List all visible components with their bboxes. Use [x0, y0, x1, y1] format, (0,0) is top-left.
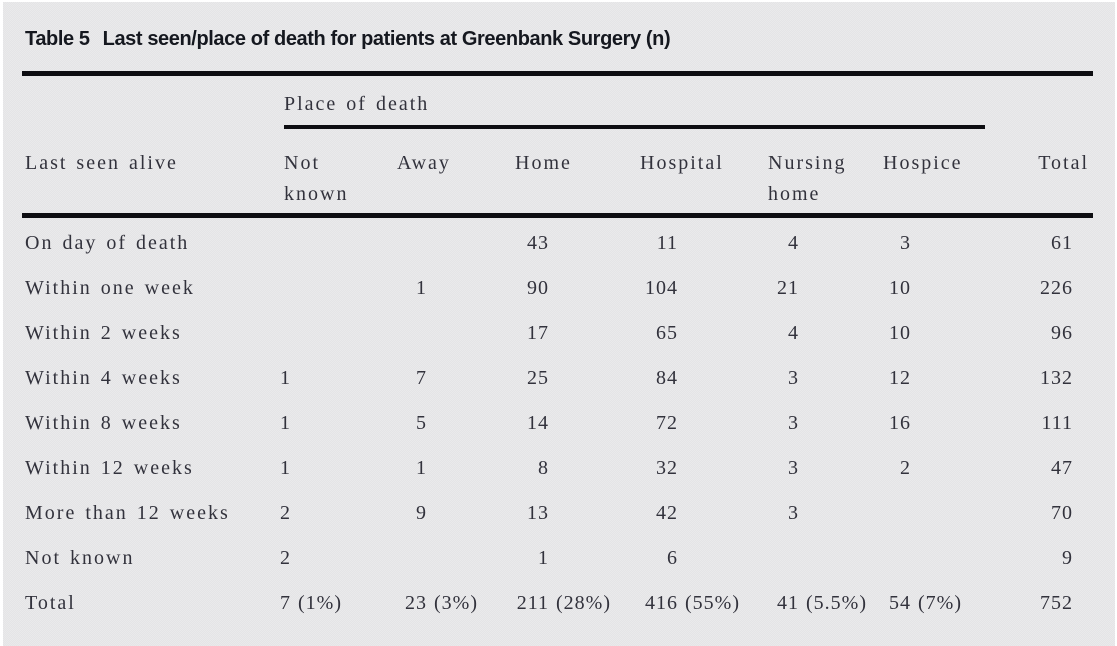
table-row: Within 4 weeks 1 7 25 84 3 12 132 — [3, 364, 1115, 392]
cell-hospice: 12 — [889, 367, 911, 389]
cell-nursing-home: 21 — [777, 277, 799, 299]
column-header-not-known: Not known — [284, 152, 349, 205]
cell-home: 14 — [527, 412, 549, 434]
column-header-hospital: Hospital — [640, 152, 724, 174]
table-header-row: Last seen alive Not known Away Home Hospita… — [3, 148, 1115, 212]
table-number: Table 5 — [25, 28, 90, 50]
row-label-within-12-weeks: Within 12 weeks — [25, 457, 194, 479]
column-header-away: Away — [397, 152, 451, 174]
table-row: On day of death 43 11 4 3 61 — [3, 229, 1115, 257]
cell-hospital: 32 — [656, 457, 678, 479]
table-title: Table 5 Last seen/place of death for pati… — [25, 26, 671, 52]
cell-nursing-home: 3 — [788, 502, 799, 524]
cell-home: 43 — [527, 232, 549, 254]
row-label-within-4-weeks: Within 4 weeks — [25, 367, 182, 389]
row-label-on-day-of-death: On day of death — [25, 232, 190, 254]
cell-hospital: 65 — [656, 322, 678, 344]
cell-nursing-home: 41 (5.5%) — [777, 589, 866, 617]
column-header-hospice: Hospice — [883, 152, 963, 174]
cell-total: 47 — [1051, 457, 1073, 479]
cell-total: 96 — [1051, 322, 1073, 344]
cell-away: 23 (3%) — [405, 589, 477, 617]
table-row: Within 8 weeks 1 5 14 72 3 16 111 — [3, 409, 1115, 437]
cell-away: 1 — [416, 277, 427, 299]
cell-hospital: 42 — [656, 502, 678, 524]
cell-percentage: (5.5%) — [806, 592, 867, 614]
cell-hospital: 6 — [667, 547, 678, 569]
row-label-not-known: Not known — [25, 547, 135, 569]
cell-nursing-home: 3 — [788, 367, 799, 389]
cell-total: 226 — [1040, 277, 1073, 299]
top-rule — [22, 71, 1093, 76]
row-label-within-2-weeks: Within 2 weeks — [25, 322, 182, 344]
cell-hospital: 72 — [656, 412, 678, 434]
cell-not-known: 1 — [280, 457, 291, 479]
group-header-rule — [284, 125, 985, 129]
cell-not-known: 1 — [280, 412, 291, 434]
cell-percentage: (7%) — [918, 592, 962, 614]
cell-hospice: 2 — [900, 457, 911, 479]
cell-not-known: 1 — [280, 367, 291, 389]
cell-total: 70 — [1051, 502, 1073, 524]
cell-hospital: 11 — [656, 232, 678, 254]
cell-hospital: 416 (55%) — [645, 589, 739, 617]
column-header-total: Total — [1038, 152, 1089, 174]
row-label-total: Total — [25, 592, 76, 614]
table-row: Within one week 1 90 104 21 10 226 — [3, 274, 1115, 302]
cell-percentage: (1%) — [298, 592, 342, 614]
cell-away: 1 — [416, 457, 427, 479]
cell-nursing-home: 3 — [788, 412, 799, 434]
cell-home: 90 — [527, 277, 549, 299]
table-row: More than 12 weeks 2 9 13 42 3 70 — [3, 499, 1115, 527]
table-row: Within 2 weeks 17 65 4 10 96 — [3, 319, 1115, 347]
cell-percentage: (28%) — [556, 592, 611, 614]
cell-nursing-home: 4 — [788, 322, 799, 344]
cell-not-known: 2 — [280, 502, 291, 524]
column-header-home: Home — [515, 152, 572, 174]
cell-away: 7 — [416, 367, 427, 389]
cell-total: 61 — [1051, 232, 1073, 254]
cell-total: 132 — [1040, 367, 1073, 389]
table-row: Within 12 weeks 1 1 8 32 3 2 47 — [3, 454, 1115, 482]
cell-total: 9 — [1062, 547, 1073, 569]
column-header-nursing-home: Nursing home — [768, 152, 847, 205]
row-label-within-one-week: Within one week — [25, 277, 195, 299]
cell-home: 13 — [527, 502, 549, 524]
cell-total: 111 — [1041, 412, 1073, 434]
cell-nursing-home: 3 — [788, 457, 799, 479]
table-caption: Last seen/place of death for patients at… — [102, 28, 671, 50]
cell-hospital: 84 — [656, 367, 678, 389]
cell-home: 1 — [538, 547, 549, 569]
cell-home: 211 (28%) — [517, 589, 610, 617]
cell-hospice: 16 — [889, 412, 911, 434]
cell-home: 8 — [538, 457, 549, 479]
cell-hospice: 3 — [900, 232, 911, 254]
cell-total: 752 — [1040, 592, 1073, 614]
cell-home: 17 — [527, 322, 549, 344]
scanned-table-panel: Table 5 Last seen/place of death for pati… — [3, 2, 1115, 646]
column-group-header: Place of death — [284, 93, 430, 115]
cell-away: 9 — [416, 502, 427, 524]
table-row: Total 7 (1%) 23 (3%) 211 (28%) 416 (55%) 41 (5.5%)… — [3, 589, 1115, 617]
cell-away: 5 — [416, 412, 427, 434]
row-label-within-8-weeks: Within 8 weeks — [25, 412, 182, 434]
cell-hospice: 54 (7%) — [889, 589, 961, 617]
cell-home: 25 — [527, 367, 549, 389]
cell-hospice: 10 — [889, 277, 911, 299]
cell-not-known: 2 — [280, 547, 291, 569]
cell-nursing-home: 4 — [788, 232, 799, 254]
row-header-label: Last seen alive — [25, 152, 178, 174]
cell-percentage: (55%) — [685, 592, 740, 614]
row-label-more-than-12-weeks: More than 12 weeks — [25, 502, 230, 524]
cell-not-known: 7 (1%) — [280, 589, 341, 617]
header-rule — [22, 213, 1093, 218]
table-row: Not known 2 1 6 9 — [3, 544, 1115, 572]
cell-percentage: (3%) — [434, 592, 478, 614]
cell-hospice: 10 — [889, 322, 911, 344]
cell-hospital: 104 — [645, 277, 678, 299]
